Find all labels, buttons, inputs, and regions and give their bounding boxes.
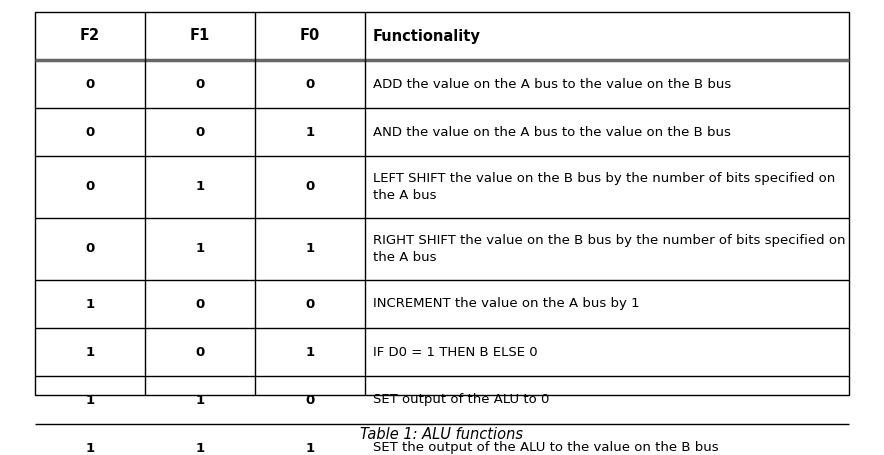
- Text: INCREMENT the value on the A bus by 1: INCREMENT the value on the A bus by 1: [373, 298, 640, 310]
- Text: F1: F1: [190, 29, 210, 44]
- Text: 1: 1: [306, 441, 315, 455]
- Text: 1: 1: [86, 441, 95, 455]
- Text: 1: 1: [306, 345, 315, 359]
- Text: 1: 1: [195, 243, 204, 256]
- Bar: [35, 12, 849, 395]
- Text: 1: 1: [306, 126, 315, 138]
- Text: 0: 0: [195, 298, 204, 310]
- Text: F2: F2: [80, 29, 100, 44]
- Text: 1: 1: [195, 181, 204, 193]
- Text: 1: 1: [86, 345, 95, 359]
- Text: 0: 0: [305, 77, 315, 91]
- Text: 1: 1: [86, 394, 95, 406]
- Text: 0: 0: [305, 394, 315, 406]
- Text: 1: 1: [195, 394, 204, 406]
- Text: F0: F0: [300, 29, 320, 44]
- Text: IF D0 = 1 THEN B ELSE 0: IF D0 = 1 THEN B ELSE 0: [373, 345, 537, 359]
- Text: LEFT SHIFT the value on the B bus by the number of bits specified on
the A bus: LEFT SHIFT the value on the B bus by the…: [373, 172, 835, 202]
- Text: 0: 0: [86, 181, 95, 193]
- Text: 1: 1: [195, 441, 204, 455]
- Text: 0: 0: [195, 126, 204, 138]
- Text: SET the output of the ALU to the value on the B bus: SET the output of the ALU to the value o…: [373, 441, 719, 455]
- Text: 0: 0: [195, 345, 204, 359]
- Text: AND the value on the A bus to the value on the B bus: AND the value on the A bus to the value …: [373, 126, 731, 138]
- Text: 0: 0: [305, 298, 315, 310]
- Text: ADD the value on the A bus to the value on the B bus: ADD the value on the A bus to the value …: [373, 77, 731, 91]
- Text: 0: 0: [86, 77, 95, 91]
- Text: Functionality: Functionality: [373, 29, 481, 44]
- Text: 0: 0: [86, 243, 95, 256]
- Text: 1: 1: [306, 243, 315, 256]
- Text: 0: 0: [86, 126, 95, 138]
- Text: RIGHT SHIFT the value on the B bus by the number of bits specified on
the A bus: RIGHT SHIFT the value on the B bus by th…: [373, 234, 845, 264]
- Text: 0: 0: [305, 181, 315, 193]
- Text: Table 1: ALU functions: Table 1: ALU functions: [361, 427, 523, 442]
- Text: SET output of the ALU to 0: SET output of the ALU to 0: [373, 394, 549, 406]
- Text: 1: 1: [86, 298, 95, 310]
- Text: 0: 0: [195, 77, 204, 91]
